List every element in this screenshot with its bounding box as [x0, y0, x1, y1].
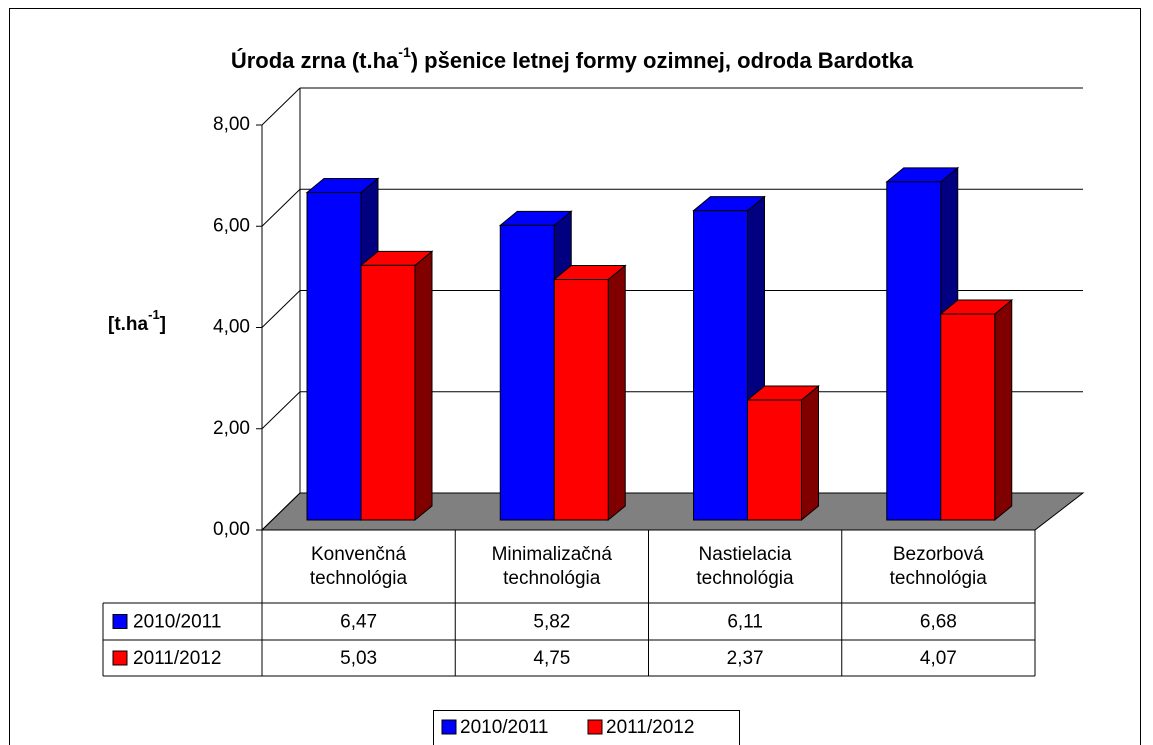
bar-front: [886, 181, 942, 521]
table-value: 5,82: [533, 612, 570, 633]
legend-label: 2011/2012: [606, 717, 694, 738]
chart-title: Úroda zrna (t.ha-1) pšenice letnej formy…: [231, 44, 914, 73]
y-tick-label: 2,00: [213, 418, 250, 439]
x-tick-label-box: Konvenčná technológia: [309, 544, 408, 589]
y-axis-label: [t.ha-1]: [108, 307, 166, 335]
bar-side: [607, 264, 626, 522]
y-tick-label: 4,00: [213, 317, 250, 338]
table-value: 4,07: [920, 648, 957, 669]
legend-label: 2010/2011: [460, 717, 548, 738]
table-value: 6,47: [340, 612, 377, 633]
table-value: 6,11: [727, 612, 763, 633]
table-value: 6,68: [920, 612, 957, 633]
bar-front: [306, 191, 362, 521]
y-tick-label: 8,00: [213, 114, 250, 135]
grid-diagonal: [261, 290, 301, 328]
bar: [746, 384, 820, 522]
bar-front: [360, 264, 416, 521]
x-tick-label-box: Bezorbová technológia: [889, 544, 987, 589]
y-label-part: [t.ha: [108, 314, 149, 335]
table-value: 5,03: [340, 648, 377, 669]
x-tick-label-box: Nastielacia technológia: [696, 544, 794, 589]
x-tick-label: Nastielacia technológia: [696, 544, 794, 589]
table-row-label: 2011/2012: [133, 648, 221, 669]
x-tick-label: Minimalizačná technológia: [491, 544, 612, 589]
x-tick-label-box: Minimalizačná technológia: [491, 544, 612, 589]
table-row-label: 2010/2011: [133, 612, 221, 633]
title-sup: -1: [398, 44, 411, 60]
bar-front: [693, 210, 748, 521]
legend-key: [441, 719, 457, 735]
bar-front: [940, 313, 996, 521]
bar-side: [994, 298, 1013, 522]
legend-box: [433, 710, 740, 745]
y-tick-label: 0,00: [213, 519, 250, 540]
grid-diagonal: [261, 87, 301, 126]
bar: [552, 264, 627, 522]
grid-diagonal: [261, 391, 301, 430]
bar-front: [747, 399, 802, 521]
title-part: ) pšenice letnej formy ozimnej, odroda B…: [411, 48, 914, 73]
x-tick-label: Bezorbová technológia: [889, 544, 987, 589]
legend-key: [112, 650, 128, 666]
bar: [939, 298, 1014, 522]
x-tick-label: Konvenčná technológia: [309, 544, 408, 589]
table-value: 2,37: [727, 648, 764, 669]
table-value: 4,75: [533, 648, 570, 669]
y-tick-label: 6,00: [213, 215, 250, 236]
bar-side: [414, 250, 433, 522]
title-part: Úroda zrna (t.ha: [231, 48, 399, 73]
y-label-sup: -1: [148, 307, 160, 322]
bar: [359, 250, 434, 522]
legend-key: [587, 719, 603, 735]
bar-side: [801, 384, 819, 522]
legend-key: [112, 614, 128, 629]
grid-diagonal: [261, 188, 301, 227]
bar-front: [499, 224, 555, 521]
bar-front: [553, 279, 609, 521]
grid-diagonal: [261, 492, 301, 531]
y-label-part: ]: [160, 314, 166, 335]
